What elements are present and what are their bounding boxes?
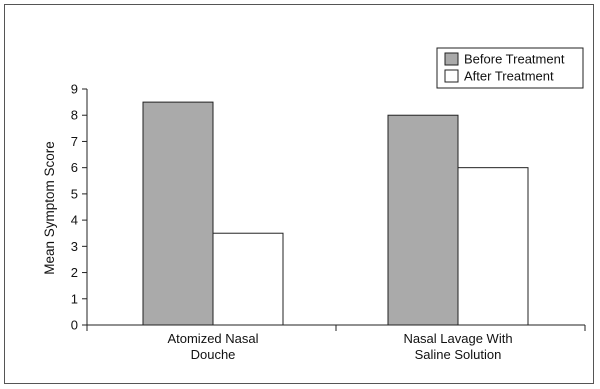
bar-after-2	[457, 167, 529, 326]
y-tick-label: 0	[71, 318, 78, 333]
x-tick-label: Nasal Lavage With	[403, 331, 512, 346]
x-tick-label: Saline Solution	[415, 347, 502, 362]
bar-before-1	[142, 101, 214, 326]
chart-frame	[4, 4, 594, 384]
x-tick-label: Atomized Nasal	[167, 331, 258, 346]
legend-swatch	[444, 69, 459, 83]
legend-swatch	[444, 52, 459, 66]
y-tick-label: 9	[71, 82, 78, 97]
y-axis-title: Mean Symptom Score	[42, 141, 57, 275]
y-tick-label: 1	[71, 291, 78, 306]
y-tick-label: 8	[71, 108, 78, 123]
y-tick-label: 7	[71, 134, 78, 149]
bar-before-2	[387, 114, 459, 326]
y-tick-label: 3	[71, 239, 78, 254]
legend: Before Treatment After Treatment	[436, 47, 584, 89]
y-tick-label: 4	[71, 213, 78, 228]
legend-label: Before Treatment	[464, 52, 565, 67]
y-tick-label: 5	[71, 186, 78, 201]
x-tick-label: Douche	[191, 347, 236, 362]
legend-box	[436, 47, 584, 89]
bar-after-1	[212, 232, 284, 326]
bars	[142, 101, 529, 326]
y-tick-label: 6	[71, 160, 78, 175]
legend-label: After Treatment	[464, 69, 554, 84]
y-tick-label: 2	[71, 265, 78, 280]
